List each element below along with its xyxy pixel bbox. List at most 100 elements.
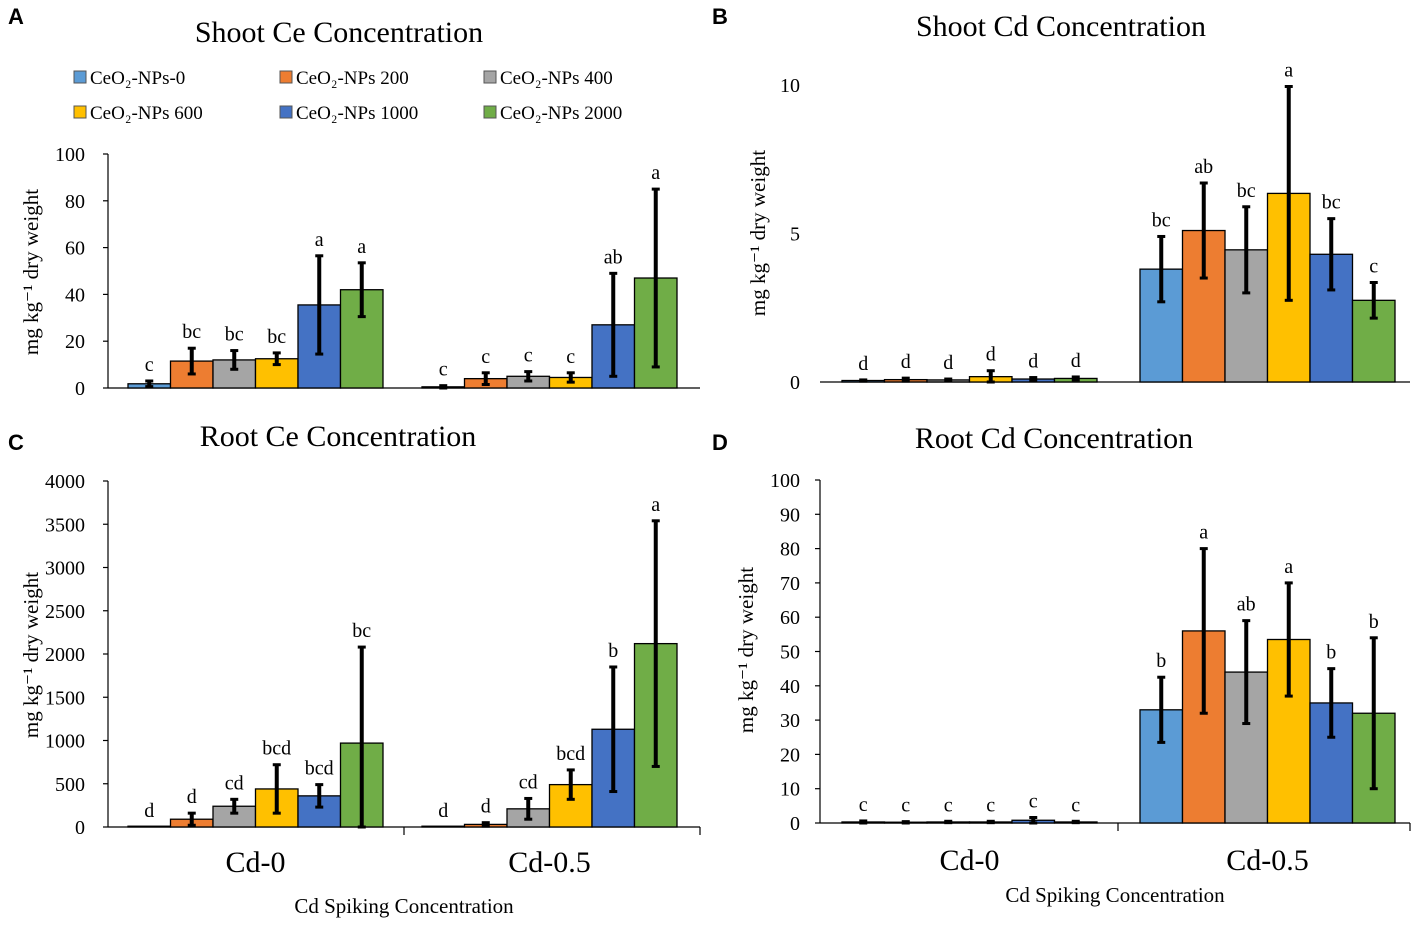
significance-letter: bc [225, 324, 244, 346]
legend-label-5: CeO₂-NPs 2000 [500, 103, 622, 124]
significance-letter: c [1071, 794, 1080, 816]
significance-letter: cd [519, 771, 538, 793]
y-tick-label: 80 [65, 191, 85, 213]
y-tick-label: 2500 [45, 601, 85, 623]
significance-letter: bc [1237, 180, 1256, 202]
significance-letter: d [438, 800, 448, 822]
x-category-label: Cd-0 [226, 846, 286, 879]
significance-letter: c [986, 794, 995, 816]
significance-letter: bc [182, 321, 201, 343]
significance-letter: c [944, 794, 953, 816]
legend-swatch-0 [73, 70, 87, 84]
legend-label-2: CeO₂-NPs 400 [500, 68, 613, 89]
significance-letter: bc [267, 326, 286, 348]
y-tick-label: 20 [65, 331, 85, 353]
y-tick-label: 3000 [45, 558, 85, 580]
x-category-label: Cd-0 [940, 844, 1000, 877]
legend-label-1: CeO₂-NPs 200 [296, 68, 409, 89]
significance-letter: d [901, 351, 911, 373]
y-tick-label: 70 [780, 573, 800, 595]
significance-letter: ab [604, 246, 623, 268]
panel-letter-d: D [712, 430, 728, 455]
y-tick-label: 10 [780, 75, 800, 97]
significance-letter: d [858, 353, 868, 375]
y-tick-label: 40 [780, 676, 800, 698]
legend-label-3: CeO₂-NPs 600 [90, 103, 203, 124]
y-tick-label: 20 [780, 744, 800, 766]
bar-c-cd-05-s0 [421, 825, 466, 828]
legend-swatch-2 [483, 70, 497, 84]
significance-letter: b [1326, 642, 1336, 664]
y-tick-label: 10 [780, 779, 800, 801]
significance-letter: c [145, 354, 154, 376]
bar-c-cd-0-s0 [127, 825, 172, 828]
panel-letter-c: C [8, 430, 24, 455]
significance-letter: a [651, 494, 660, 516]
significance-letter: c [481, 346, 490, 368]
significance-letter: bc [352, 620, 371, 642]
significance-letter: c [566, 346, 575, 368]
significance-letter: bcd [556, 743, 585, 765]
y-tick-label: 60 [780, 607, 800, 629]
significance-letter: ab [1237, 594, 1256, 616]
legend-label-0: CeO₂-NPs-0 [90, 68, 185, 89]
y-tick-label: 60 [65, 238, 85, 260]
y-tick-label: 0 [790, 813, 800, 835]
y-tick-label: 0 [75, 378, 85, 400]
significance-letter: c [439, 359, 448, 381]
significance-letter: a [357, 236, 366, 258]
y-axis-label: mg kg⁻¹ dry weight [746, 150, 770, 316]
y-tick-label: 100 [770, 470, 800, 492]
y-tick-label: 3500 [45, 514, 85, 536]
significance-letter: d [187, 786, 197, 808]
y-axis-label: mg kg⁻¹ dry weight [734, 567, 758, 733]
y-tick-label: 50 [780, 642, 800, 664]
plot-root-cd: 0 10 20 30 40 50 60 70 80 90 100 mg kg⁻¹ dry weight… [734, 470, 1411, 907]
y-tick-label: 0 [790, 372, 800, 394]
y-tick-label: 30 [780, 710, 800, 732]
significance-letter: d [481, 796, 491, 818]
y-tick-label: 500 [55, 774, 85, 796]
significance-letter: c [524, 345, 533, 367]
legend-label-4: CeO₂-NPs 1000 [296, 103, 418, 124]
significance-letter: d [1071, 350, 1081, 372]
y-tick-label: 0 [75, 817, 85, 839]
significance-letter: d [986, 344, 996, 366]
significance-letter: cd [225, 772, 244, 794]
significance-letter: bcd [262, 738, 291, 760]
y-tick-label: 40 [65, 284, 85, 306]
significance-letter: d [144, 800, 154, 822]
panel-letter-a: A [8, 4, 24, 29]
significance-letter: d [1028, 351, 1038, 373]
plot-shoot-cd: 0 5 10 mg kg⁻¹ dry weight d d d d d d bc ab bc a bc c [746, 59, 1410, 394]
panel-letter-b: B [712, 4, 728, 29]
significance-letter: bc [1152, 209, 1171, 231]
y-axis-label: mg kg⁻¹ dry weight [19, 572, 43, 738]
significance-letter: a [1199, 522, 1208, 544]
legend-swatch-3 [73, 105, 87, 119]
y-tick-label: 80 [780, 539, 800, 561]
x-category-label: Cd-0.5 [508, 846, 591, 879]
significance-letter: a [315, 229, 324, 251]
legend: CeO₂-NPs-0 CeO₂-NPs 200 CeO₂-NPs 400 CeO… [73, 68, 622, 124]
plot-shoot-ce: 0 20 40 60 80 100 mg kg⁻¹ dry weight c bc bc bc a a c… [19, 144, 700, 400]
significance-letter: ab [1194, 156, 1213, 178]
chart-title-d: Root Cd Concentration [915, 422, 1193, 455]
significance-letter: bc [1322, 192, 1341, 214]
y-tick-label: 100 [55, 144, 85, 166]
significance-letter: c [901, 795, 910, 817]
y-tick-label: 2000 [45, 644, 85, 666]
y-tick-label: 90 [780, 504, 800, 526]
significance-letter: b [1369, 611, 1379, 633]
significance-letter: c [1369, 256, 1378, 278]
legend-swatch-5 [483, 105, 497, 119]
chart-title-a: Shoot Ce Concentration [195, 16, 483, 49]
significance-letter: c [1029, 791, 1038, 813]
legend-swatch-4 [279, 105, 293, 119]
x-axis-label: Cd Spiking Concentration [1005, 883, 1225, 907]
significance-letter: b [608, 640, 618, 662]
x-axis-label: Cd Spiking Concentration [294, 894, 514, 918]
legend-swatch-1 [279, 70, 293, 84]
y-tick-label: 5 [790, 224, 800, 246]
